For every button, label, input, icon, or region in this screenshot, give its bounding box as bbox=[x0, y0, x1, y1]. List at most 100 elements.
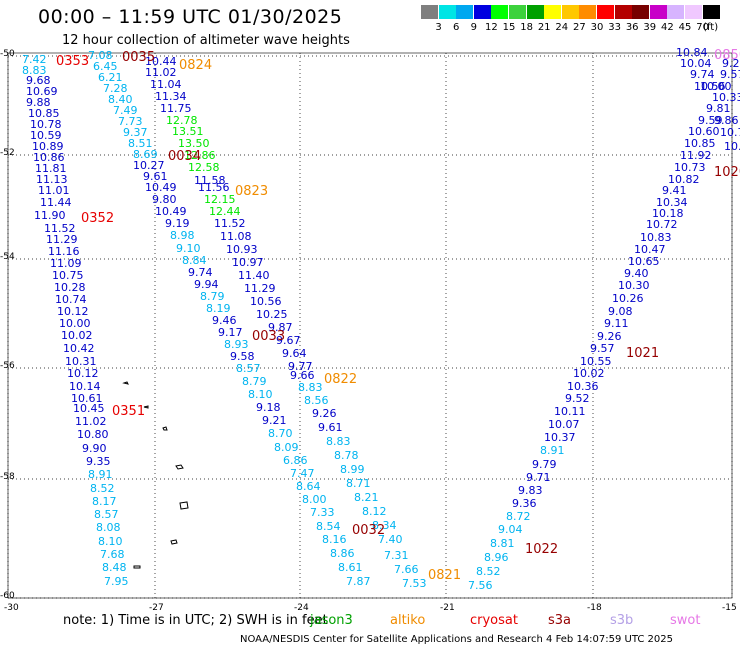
pass-time-label: 0823 bbox=[235, 184, 269, 199]
wave-height-value: 7.47 bbox=[290, 467, 315, 480]
legend-s3a: s3a bbox=[548, 613, 572, 628]
wave-height-value: 12.15 bbox=[204, 193, 236, 206]
wave-height-value: 11.13 bbox=[36, 173, 68, 186]
pass-time-label: 0035 bbox=[122, 50, 156, 65]
wave-height-value: 8.09 bbox=[274, 441, 299, 454]
wave-height-value: 12.58 bbox=[188, 161, 220, 174]
color-scale-label: 33 bbox=[608, 22, 621, 33]
pass-time-label: 0352 bbox=[81, 211, 115, 226]
wave-height-value: 10.84 bbox=[676, 46, 708, 59]
wave-height-value: 10.02 bbox=[573, 367, 605, 380]
color-scale-label: 42 bbox=[661, 22, 674, 33]
wave-height-value: 11.01 bbox=[38, 184, 70, 197]
wave-height-value: 10.00 bbox=[700, 80, 732, 93]
color-scale-label: 3 bbox=[435, 22, 442, 33]
color-scale-swatch bbox=[649, 5, 667, 19]
wave-height-value: 9.36 bbox=[512, 497, 537, 510]
wave-height-value: 8.61 bbox=[338, 561, 363, 574]
wave-height-value: 8.57 bbox=[94, 508, 119, 521]
wave-height-value: 8.00 bbox=[302, 493, 327, 506]
color-scale-label: 45 bbox=[678, 22, 692, 33]
latitude-label: -54 bbox=[0, 252, 15, 262]
wave-height-value: 9.2 bbox=[722, 57, 740, 70]
color-scale-swatch bbox=[667, 5, 685, 19]
wave-height-value: 10.74 bbox=[55, 293, 87, 306]
color-scale-label: 39 bbox=[643, 22, 657, 33]
wave-height-value: 10.60 bbox=[688, 125, 720, 138]
wave-height-value: 9.87 bbox=[268, 321, 293, 334]
island-shape bbox=[179, 501, 189, 510]
wave-height-value: 10.26 bbox=[612, 292, 644, 305]
color-scale-swatch bbox=[438, 5, 456, 19]
latitude-label: -52 bbox=[0, 148, 15, 158]
wave-height-value: 9.80 bbox=[152, 193, 177, 206]
pass-time-label: 0034 bbox=[168, 149, 202, 164]
wave-height-value: 11.52 bbox=[44, 222, 76, 235]
wave-height-value: 7.68 bbox=[100, 548, 125, 561]
wave-height-value: 7.53 bbox=[402, 577, 427, 590]
pass-time-label: 0353 bbox=[56, 54, 90, 69]
wave-height-value: 12.78 bbox=[166, 114, 198, 127]
wave-height-value: 10.85 bbox=[28, 107, 60, 120]
color-scale-swatch bbox=[473, 5, 491, 19]
wave-height-value: 8.83 bbox=[326, 435, 351, 448]
wave-height-value: 9.40 bbox=[624, 267, 649, 280]
wave-height-value: 11.29 bbox=[46, 233, 78, 246]
wave-height-value: 9.74 bbox=[690, 68, 715, 81]
wave-height-value: 8.52 bbox=[476, 565, 501, 578]
color-scale-label: 21 bbox=[537, 22, 551, 33]
wave-height-value: 10.07 bbox=[548, 418, 580, 431]
wave-height-value: 11.40 bbox=[238, 269, 270, 282]
color-scale-swatch bbox=[491, 5, 509, 19]
wave-height-value: 11.08 bbox=[220, 230, 252, 243]
color-scale-swatch bbox=[632, 5, 650, 19]
wave-height-value: 10.31 bbox=[65, 355, 97, 368]
color-scale-label: 18 bbox=[520, 22, 533, 33]
wave-height-value: 10.33 bbox=[712, 91, 740, 104]
pass-time-label: 1022 bbox=[525, 542, 559, 557]
map-grid bbox=[7, 52, 733, 599]
pass-time-label: 1021 bbox=[626, 346, 660, 361]
wave-height-value: 9.57 bbox=[720, 68, 740, 81]
footnote: note: 1) Time is in UTC; 2) SWH is in fe… bbox=[63, 613, 328, 628]
wave-height-value: 8.79 bbox=[200, 290, 225, 303]
wave-height-value: 8.79 bbox=[242, 375, 267, 388]
wave-height-value: 10.36 bbox=[567, 380, 599, 393]
wave-height-value: 9.58 bbox=[230, 350, 255, 363]
wave-height-value: 7.66 bbox=[394, 563, 419, 576]
wave-height-value: 10.80 bbox=[77, 428, 109, 441]
pass-time-label: 0822 bbox=[324, 372, 358, 387]
wave-height-value: 7.42 bbox=[22, 53, 47, 66]
wave-height-value: 7.95 bbox=[104, 575, 129, 588]
longitude-label: -21 bbox=[440, 603, 455, 613]
wave-height-value: 8.57 bbox=[236, 362, 261, 375]
wave-height-value: 11.34 bbox=[155, 90, 187, 103]
wave-height-value: 13.50 bbox=[178, 137, 210, 150]
wave-height-value: 11.29 bbox=[244, 282, 276, 295]
color-scale-swatch bbox=[456, 5, 474, 19]
wave-height-value: 11.56 bbox=[198, 181, 230, 194]
wave-height-value: 9.57 bbox=[590, 342, 615, 355]
wave-height-value: 8.10 bbox=[98, 535, 123, 548]
wave-height-value: 8.34 bbox=[372, 519, 397, 532]
wave-height-value: 8.54 bbox=[316, 520, 341, 533]
wave-height-value: 10.14 bbox=[69, 380, 101, 393]
wave-height-value: 10.28 bbox=[54, 281, 86, 294]
color-scale-swatch bbox=[526, 5, 544, 19]
wave-height-value: 10.42 bbox=[63, 342, 95, 355]
wave-height-value: 10.86 bbox=[33, 151, 65, 164]
wave-height-value: 10.89 bbox=[32, 140, 64, 153]
wave-height-value: 10.82 bbox=[668, 173, 700, 186]
wave-height-value: 7.73 bbox=[118, 115, 143, 128]
wave-height-value: 13.51 bbox=[172, 125, 204, 138]
wave-height-value: 10.37 bbox=[544, 431, 576, 444]
wave-height-value: 9.17 bbox=[218, 326, 243, 339]
wave-height-value: 8.64 bbox=[296, 480, 321, 493]
wave-height-value: 11.09 bbox=[50, 257, 82, 270]
credit-line: NOAA/NESDIS Center for Satellite Applica… bbox=[240, 634, 673, 645]
wave-height-value: 9.08 bbox=[608, 305, 633, 318]
wave-height-value: 10.02 bbox=[61, 329, 93, 342]
wave-height-value: 10.18 bbox=[652, 207, 684, 220]
wave-height-value: 10.73 bbox=[674, 161, 706, 174]
